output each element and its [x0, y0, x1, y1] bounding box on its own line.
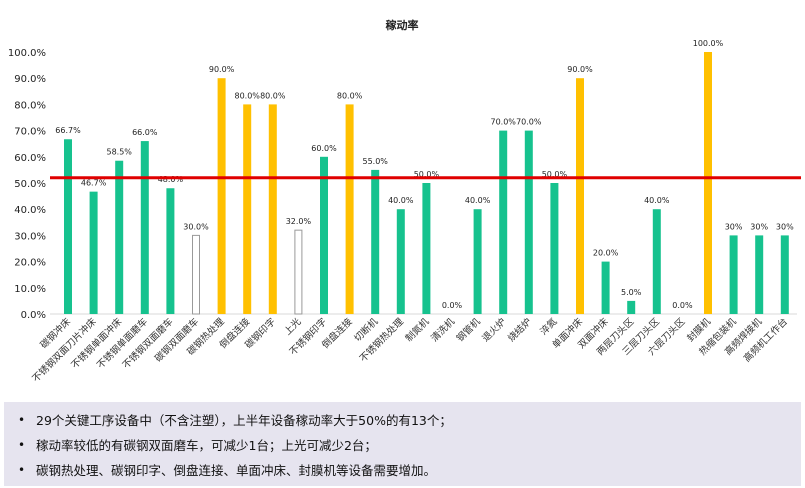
x-tick-label: 淬氮 [538, 315, 560, 337]
bullet-icon: • [18, 438, 26, 452]
data-label: 80.0% [337, 91, 363, 100]
bar [268, 104, 277, 315]
data-label: 70.0% [490, 118, 516, 127]
bar [780, 235, 789, 314]
y-tick-label: 10.0% [14, 284, 46, 295]
note-text: 碳钢热处理、碳钢印字、倒盘连接、单面冲床、封膜机等设备需要增加。 [36, 463, 437, 478]
bar [576, 78, 584, 314]
bar [294, 229, 303, 315]
y-tick-label: 20.0% [14, 258, 46, 269]
data-label: 50.0% [542, 170, 568, 179]
data-label: 40.0% [644, 196, 670, 205]
x-tick-label: 清洗机 [428, 315, 457, 344]
bar [704, 52, 712, 314]
x-tick-label: 制氮机 [403, 315, 432, 344]
bar [115, 160, 124, 314]
data-label: 48.0% [158, 175, 184, 184]
data-label: 55.0% [362, 157, 388, 166]
data-label: 46.7% [81, 179, 107, 188]
data-label: 90.0% [567, 65, 593, 74]
x-tick-label: 钢管机 [454, 315, 483, 344]
data-label: 20.0% [593, 249, 619, 258]
bar [64, 139, 72, 314]
x-tick-label: 上光 [282, 315, 304, 337]
data-label: 32.0% [286, 217, 312, 226]
data-label: 80.0% [234, 91, 260, 100]
note-text: 稼动率较低的有碳钢双面磨车，可减少1台；上光可减少2台； [36, 438, 377, 453]
data-label: 30% [776, 222, 794, 231]
note-text: 29个关键工序设备中（不含注塑），上半年设备稼动率大于50%的有13个； [36, 413, 452, 428]
utilization-chart: 稼动率 0.0% 10.0% 20.0% 30.0% 40.0% 50.0% 60.0% 70… [8, 18, 801, 385]
y-tick-label: 80.0% [14, 100, 46, 111]
bar [627, 300, 636, 314]
data-label: 5.0% [621, 288, 642, 297]
data-label: 80.0% [260, 91, 286, 100]
data-label: 30.0% [183, 222, 209, 231]
bar [729, 235, 738, 314]
y-tick-label: 0.0% [21, 310, 46, 321]
x-tick-label: 碳钢双面磨车 [152, 316, 201, 365]
bar [345, 104, 354, 315]
bar [217, 78, 226, 314]
bar [499, 130, 508, 314]
data-label: 40.0% [465, 196, 491, 205]
bar [601, 261, 610, 314]
x-tick-label: 烧结炉 [505, 316, 534, 345]
x-tick-label: 高频机工作台 [741, 316, 790, 365]
data-label: 30% [725, 222, 743, 231]
y-tick-label: 90.0% [14, 74, 46, 85]
bar [524, 130, 533, 314]
notes-panel: • 29个关键工序设备中（不含注塑），上半年设备稼动率大于50%的有13个； • 稼… [4, 402, 801, 486]
y-tick-label: 70.0% [14, 127, 46, 138]
bar [652, 209, 661, 314]
chart-canvas: 稼动率 0.0% 10.0% 20.0% 30.0% 40.0% 50.0% 60.0% 70… [8, 18, 801, 385]
note-item: • 碳钢热处理、碳钢印字、倒盘连接、单面冲床、封膜机等设备需要增加。 [4, 458, 801, 483]
bar [166, 188, 175, 314]
data-label: 66.7% [55, 126, 81, 135]
y-tick-label: 100.0% [8, 48, 46, 59]
bar [755, 235, 764, 314]
data-label: 90.0% [209, 65, 235, 74]
x-tick-label: 退火炉 [480, 316, 509, 345]
data-label: 0.0% [442, 301, 463, 310]
y-tick-label: 40.0% [14, 205, 46, 216]
data-label: 50.0% [414, 170, 440, 179]
bullet-icon: • [18, 463, 26, 477]
data-label: 100.0% [693, 39, 724, 48]
y-tick-label: 50.0% [14, 179, 46, 190]
bar [243, 104, 252, 315]
bar [371, 169, 380, 314]
data-label: 66.0% [132, 128, 158, 137]
bar [396, 209, 405, 314]
y-tick-label: 60.0% [14, 153, 46, 164]
bar [473, 209, 482, 314]
bar [140, 141, 149, 314]
bar [192, 234, 200, 315]
data-label: 70.0% [516, 118, 542, 127]
chart-title: 稼动率 [386, 18, 419, 32]
bar [89, 191, 98, 314]
data-label: 60.0% [311, 144, 337, 153]
bar [550, 183, 559, 314]
bar [422, 183, 431, 314]
y-tick-label: 30.0% [14, 231, 46, 242]
note-item: • 29个关键工序设备中（不含注塑），上半年设备稼动率大于50%的有13个； [4, 408, 801, 433]
data-label: 58.5% [106, 148, 132, 157]
data-label: 0.0% [672, 301, 693, 310]
data-label: 40.0% [388, 196, 414, 205]
bullet-icon: • [18, 413, 26, 427]
data-label: 30% [750, 222, 768, 231]
note-item: • 稼动率较低的有碳钢双面磨车，可减少1台；上光可减少2台； [4, 433, 801, 458]
bar [320, 156, 328, 314]
